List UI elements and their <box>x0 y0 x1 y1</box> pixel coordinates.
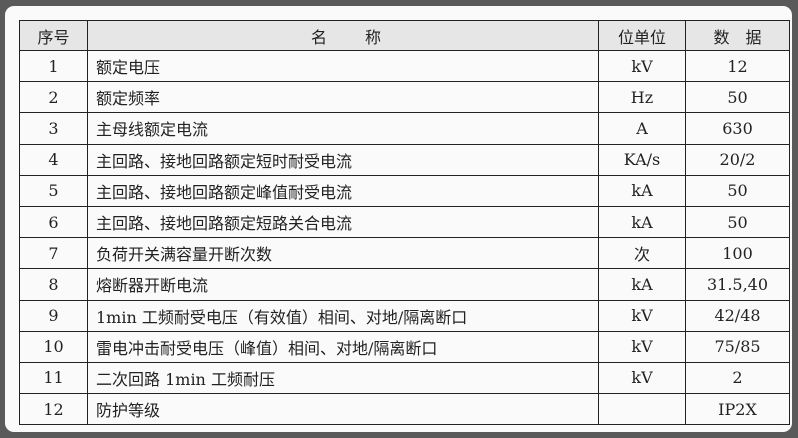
row-name: 额定频率 <box>87 81 599 114</box>
row-name: 主回路、接地回路额定峰值耐受电流 <box>87 174 599 207</box>
table-row: 11 二次回路 1min 工频耐压 kV 2 <box>19 361 790 395</box>
row-unit: 次 <box>598 237 686 270</box>
row-number: 2 <box>19 81 88 114</box>
row-number: 11 <box>19 361 88 395</box>
table-row: 3 主母线额定电流 A 630 <box>19 112 790 145</box>
document-card: 序号 名 称 位单位 数 据 1 额定电压 kV 12 2 额定频率 Hz 50 3 主母线额定电… <box>5 6 792 432</box>
row-name: 主母线额定电流 <box>87 112 599 145</box>
row-unit: kV <box>598 49 686 83</box>
row-value: 50 <box>685 81 790 114</box>
row-value: 630 <box>685 112 790 145</box>
row-value: IP2X <box>685 393 790 426</box>
header-name: 名 称 <box>87 20 599 51</box>
table-header: 序号 名 称 位单位 数 据 <box>19 20 790 51</box>
row-unit <box>598 393 686 426</box>
row-number: 1 <box>19 49 88 83</box>
row-name: 防护等级 <box>87 393 599 426</box>
row-number: 8 <box>19 268 88 301</box>
table-row: 7 负荷开关满容量开断次数次 100 <box>19 237 790 270</box>
table-row: 10 雷电冲击耐受电压（峰值）相间、对地/隔离断口 kV 75/85 <box>19 330 790 363</box>
row-name: 1min 工频耐受电压（有效值）相间、对地/隔离断口 <box>87 299 599 332</box>
row-number: 12 <box>19 393 88 426</box>
row-unit: kV <box>598 361 686 395</box>
row-number: 9 <box>19 299 88 332</box>
row-unit: kA <box>598 268 686 301</box>
row-name: 二次回路 1min 工频耐压 <box>87 361 599 395</box>
table-row: 2 额定频率 Hz 50 <box>19 81 790 114</box>
row-number: 10 <box>19 330 88 363</box>
table-row: 1 额定电压 kV 12 <box>19 49 790 83</box>
row-value: 50 <box>685 205 790 239</box>
header-no: 序号 <box>19 20 88 51</box>
table-row: 9 1min 工频耐受电压（有效值）相间、对地/隔离断口 kV 42/48 <box>19 299 790 332</box>
row-number: 7 <box>19 237 88 270</box>
row-unit: KA/s <box>598 143 686 176</box>
row-number: 5 <box>19 174 88 207</box>
row-unit: kV <box>598 330 686 363</box>
row-value: 20/2 <box>685 143 790 176</box>
row-name: 主回路、接地回路额定短时耐受电流 <box>87 143 599 176</box>
row-name: 主回路、接地回路额定短路关合电流 <box>87 205 599 239</box>
parameter-table: 序号 名 称 位单位 数 据 1 额定电压 kV 12 2 额定频率 Hz 50 3 主母线额定电… <box>19 20 790 426</box>
row-unit: Hz <box>598 81 686 114</box>
row-number: 3 <box>19 112 88 145</box>
row-name: 熔断器开断电流 <box>87 268 599 301</box>
row-name: 雷电冲击耐受电压（峰值）相间、对地/隔离断口 <box>87 330 599 363</box>
row-value: 42/48 <box>685 299 790 332</box>
header-unit: 位单位 <box>598 20 686 51</box>
header-value: 数 据 <box>685 20 790 51</box>
row-value: 75/85 <box>685 330 790 363</box>
table-row: 6 主回路、接地回路额定短路关合电流 kA 50 <box>19 205 790 239</box>
row-value: 50 <box>685 174 790 207</box>
row-value: 12 <box>685 49 790 83</box>
row-unit: kV <box>598 299 686 332</box>
table-row: 5 主回路、接地回路额定峰值耐受电流 kA 50 <box>19 174 790 207</box>
table-row: 8 熔断器开断电流 kA 31.5,40 <box>19 268 790 301</box>
row-name: 负荷开关满容量开断次数 <box>87 237 599 270</box>
table-row: 4 主回路、接地回路额定短时耐受电流 KA/s 20/2 <box>19 143 790 176</box>
table-row: 12 防护等级 IP2X <box>19 393 790 426</box>
row-unit: kA <box>598 205 686 239</box>
row-number: 6 <box>19 205 88 239</box>
row-unit: A <box>598 112 686 145</box>
row-unit: kA <box>598 174 686 207</box>
row-value: 31.5,40 <box>685 268 790 301</box>
row-name: 额定电压 <box>87 49 599 83</box>
row-value: 100 <box>685 237 790 270</box>
row-number: 4 <box>19 143 88 176</box>
row-value: 2 <box>685 361 790 395</box>
